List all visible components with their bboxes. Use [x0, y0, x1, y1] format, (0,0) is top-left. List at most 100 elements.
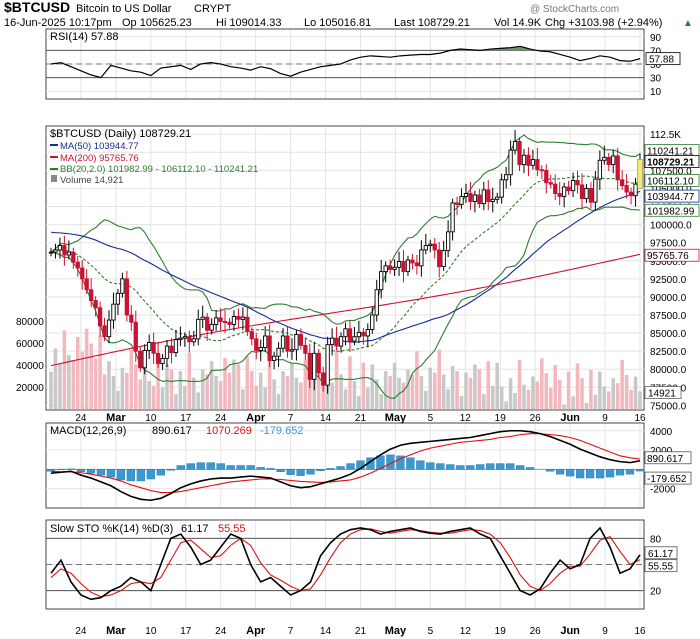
candle-body — [566, 186, 571, 192]
macd-histogram-bar — [346, 463, 355, 470]
price-right-label: 108729.21 — [647, 157, 695, 168]
price-tick-label: 92500.0 — [650, 275, 687, 286]
candle-body — [620, 179, 625, 187]
macd-histogram-bar — [226, 465, 235, 470]
x-tick-label: 16 — [634, 626, 646, 637]
volume-bar — [147, 380, 151, 409]
candle-body — [352, 336, 357, 342]
price-right-label: 95765.76 — [647, 251, 689, 262]
volume-bar — [308, 374, 312, 409]
candle-body — [147, 342, 152, 351]
volume-bar — [459, 395, 464, 409]
volume-bar — [482, 394, 486, 409]
candle-body — [307, 352, 312, 380]
macd-histogram-bar — [216, 463, 225, 470]
x-tick-label: 7 — [288, 626, 294, 637]
volume-bar — [254, 385, 259, 409]
bb-lower-line — [50, 206, 641, 399]
candle-body — [106, 319, 112, 338]
x-tick-label: 24 — [215, 626, 227, 637]
sto-right-box — [644, 559, 678, 573]
legend-ma50: MA(50) 103944.77 — [60, 141, 139, 152]
volume-bar — [477, 369, 482, 409]
candle-body — [236, 315, 241, 320]
macd-histogram-bar — [316, 469, 325, 472]
volume-bar — [490, 385, 495, 409]
volume-bar — [205, 374, 209, 409]
volume-bar — [321, 380, 325, 409]
volume-bar — [348, 356, 352, 409]
candle-body — [258, 347, 263, 351]
x-tick-label: 12 — [460, 626, 472, 637]
macd-histogram-bar — [575, 469, 585, 479]
x-tick-label: Apr — [246, 625, 266, 637]
price-tick-label: 107500.0 — [650, 166, 692, 177]
price-tick-label: 112.5K — [650, 130, 681, 141]
rsi-tick-label: 50 — [650, 60, 662, 71]
candle-body — [155, 352, 161, 364]
volume-bar — [258, 372, 263, 409]
candle-body — [213, 317, 219, 325]
last-candle-highlight — [637, 159, 643, 189]
volume-bar — [544, 373, 549, 409]
price-right-label: 110241.21 — [647, 147, 694, 158]
candle-body — [263, 335, 268, 348]
sto-k-line — [50, 526, 641, 601]
candle-body — [463, 193, 469, 197]
candle-body — [289, 349, 295, 352]
candle-body — [548, 182, 553, 185]
candle-body — [383, 265, 388, 273]
sto-title-label: Slow STO %K(14) %D(3) — [50, 523, 173, 535]
volume-bar — [294, 377, 299, 409]
candle-body — [205, 316, 210, 331]
x-tick-label: 9 — [602, 413, 608, 424]
candle-body — [410, 259, 415, 264]
volume-bar — [174, 394, 178, 409]
price-right-box — [644, 189, 700, 203]
x-tick-label: 21 — [355, 413, 367, 424]
candle-body — [517, 141, 522, 166]
candle-body — [280, 335, 286, 349]
candle-body — [361, 331, 366, 337]
volume-bar — [388, 376, 392, 409]
date-label: 16-Jun-2025 10:17pm — [4, 17, 112, 29]
volume-bar — [107, 361, 111, 409]
volume-bar — [71, 360, 76, 409]
volume-bar — [615, 383, 620, 409]
volume-bar — [593, 394, 598, 409]
candle-body — [432, 243, 437, 251]
candle-body — [249, 331, 254, 340]
sto-tick-label: 80 — [650, 534, 662, 545]
macd-tick-label: -2000 — [650, 485, 676, 496]
volume-bar — [138, 379, 143, 409]
x-tick-label: 10 — [145, 413, 157, 424]
candle-body — [75, 261, 80, 269]
candle-body — [129, 314, 134, 323]
x-tick-label: 7 — [288, 413, 294, 424]
candle-body — [490, 198, 495, 202]
sto-right-box — [644, 546, 678, 560]
symbol-label: $BTCUSD — [4, 0, 70, 15]
macd-tick-label: 4000 — [650, 427, 673, 438]
volume-bar — [366, 387, 370, 409]
volume-bar — [160, 387, 165, 409]
macd-histogram-bar — [446, 464, 455, 470]
volume-bar — [290, 362, 294, 409]
macd-value: 890.617 — [152, 425, 192, 437]
high-value: Hi 109014.33 — [216, 17, 281, 29]
candle-body — [481, 189, 486, 205]
volume-bar — [535, 381, 540, 409]
candle-body — [441, 250, 446, 268]
volume-bar — [424, 390, 428, 409]
x-tick-label: 12 — [460, 413, 472, 424]
candle-body — [321, 372, 326, 386]
open-value: Op 105625.23 — [122, 17, 192, 29]
x-tick-label: 21 — [355, 626, 367, 637]
candle-body — [218, 317, 223, 322]
volume-bar — [606, 391, 611, 409]
volume-bar — [410, 374, 415, 409]
volume-tick-label: 40000 — [16, 361, 44, 372]
volume-bar — [401, 382, 406, 409]
macd-histogram-bar — [206, 462, 215, 470]
rsi-tick-label: 70 — [650, 46, 662, 57]
